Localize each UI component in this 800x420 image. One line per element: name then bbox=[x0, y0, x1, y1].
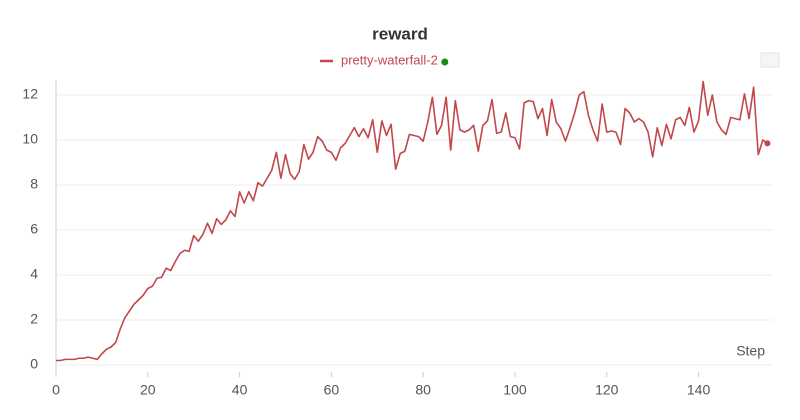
x-tick-label: 40 bbox=[232, 382, 248, 398]
y-tick-label: 4 bbox=[30, 266, 38, 282]
x-tick-label: 0 bbox=[52, 382, 60, 398]
series-line bbox=[56, 80, 768, 362]
x-axis-label: Step bbox=[736, 343, 765, 359]
legend-label: pretty-waterfall-2 bbox=[341, 52, 438, 67]
status-dot bbox=[441, 58, 449, 66]
toolbar-box[interactable] bbox=[760, 52, 780, 68]
y-tick-label: 2 bbox=[30, 311, 38, 327]
x-tick-label: 100 bbox=[503, 382, 527, 398]
x-tick-label: 20 bbox=[140, 382, 156, 398]
y-tick-label: 0 bbox=[30, 356, 38, 372]
x-tick-label: 80 bbox=[415, 382, 431, 398]
y-tick-label: 8 bbox=[30, 176, 38, 192]
y-tick-label: 12 bbox=[22, 86, 38, 102]
legend: pretty-waterfall-2 bbox=[320, 52, 449, 67]
x-tick-label: 140 bbox=[687, 382, 711, 398]
y-tick-label: 6 bbox=[30, 221, 38, 237]
x-tick-label: 120 bbox=[595, 382, 619, 398]
chart-title: reward bbox=[372, 24, 428, 43]
x-tick-label: 60 bbox=[324, 382, 340, 398]
y-tick-label: 10 bbox=[22, 131, 38, 147]
end-point bbox=[764, 140, 771, 147]
